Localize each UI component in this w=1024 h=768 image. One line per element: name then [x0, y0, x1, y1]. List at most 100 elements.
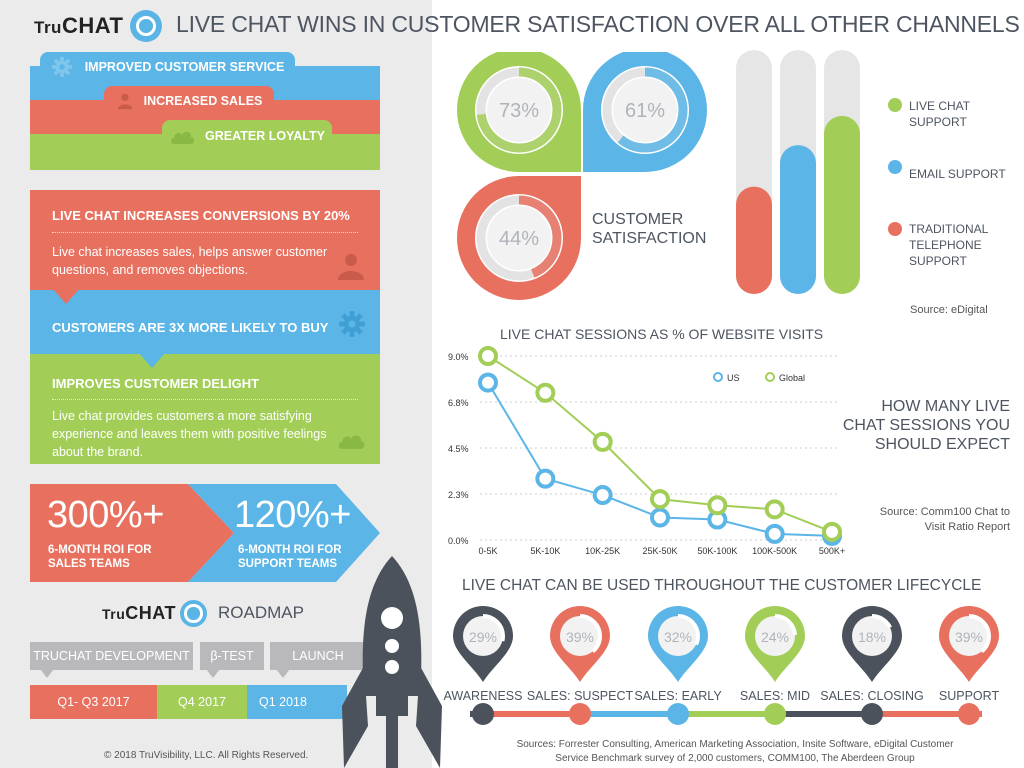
pin-inner — [658, 616, 698, 656]
y-tick-label: 9.0% — [448, 352, 469, 362]
donut-center — [613, 78, 677, 142]
satisfaction-donuts: 73% 61% 44% — [457, 52, 707, 300]
legend-telephone: TRADITIONAL TELEPHONE SUPPORT — [909, 221, 988, 269]
pin-value-label: 32% — [664, 629, 692, 645]
satisfaction-label-line: CUSTOMER — [592, 211, 684, 228]
bar-traditional-telephone-support — [736, 186, 772, 294]
data-point-global — [764, 499, 785, 520]
buy-panel — [30, 290, 380, 354]
sources-line: Service Benchmark survey of 2,000 custom… — [555, 753, 915, 764]
buy-heading: CUSTOMERS ARE 3X MORE LIKELY TO BUY — [52, 320, 329, 335]
logo-tru: Tru — [34, 18, 62, 37]
roadmap-phase: TRUCHAT DEVELOPMENT — [30, 642, 193, 670]
stage-dot — [569, 703, 591, 725]
bar-live-chat-support — [824, 115, 860, 294]
logo-chat: CHAT — [125, 603, 176, 623]
legend-marker — [713, 372, 723, 382]
banner-label: INCREASED SALES — [143, 94, 263, 108]
stage-label: SUPPORT — [939, 689, 1000, 703]
logo-chat: CHAT — [61, 13, 124, 38]
bar-email-support — [780, 145, 816, 294]
lifecycle-sources: Sources: Forrester Consulting, American … — [450, 738, 1020, 766]
rocket-icon — [342, 556, 442, 768]
roadmap-period: Q4 2017 — [157, 685, 247, 719]
tab-pointer — [206, 669, 220, 678]
satisfaction-source: Source: eDigital — [910, 304, 988, 316]
stage-label: AWARENESS — [444, 689, 523, 703]
y-tick-label: 6.8% — [448, 398, 469, 408]
person-icon — [338, 254, 364, 280]
cloud-icon — [171, 131, 195, 144]
sources-line: Sources: Forrester Consulting, American … — [516, 739, 954, 750]
tab-pointer — [276, 669, 290, 678]
banner-greater-loyalty: GREATER LOYALTY — [162, 120, 332, 152]
divider — [52, 399, 358, 400]
delight-body: Live chat provides customers a more sati… — [52, 409, 327, 459]
conversions-body: Live chat increases sales, helps answer … — [52, 245, 328, 277]
roi-label-support: 6-MONTH ROI FOR SUPPORT TEAMS — [238, 544, 342, 570]
pin-value-label: 29% — [469, 629, 497, 645]
legend-email: EMAIL SUPPORT — [909, 166, 1006, 182]
pin-value-arc — [947, 614, 991, 658]
data-point-us — [764, 523, 785, 544]
line-chart-title: LIVE CHAT SESSIONS AS % OF WEBSITE VISIT… — [500, 326, 824, 342]
truchat-logo: TruCHAT — [102, 603, 176, 624]
donut-value-label: 61% — [625, 100, 665, 122]
sessions-source-line: Source: Comm100 Chat to — [879, 506, 1010, 518]
data-point-global — [478, 346, 498, 366]
delight-panel — [30, 354, 380, 464]
legend-label: Global — [779, 373, 805, 383]
donut-value-label: 44% — [499, 228, 539, 250]
x-tick-label: 100K-500K — [752, 546, 797, 556]
legend-line: SUPPORT — [909, 254, 967, 268]
legend-marker — [765, 372, 775, 382]
pin-inner — [755, 616, 795, 656]
pin-inner — [949, 616, 989, 656]
lifecycle-chart: 29% AWARENESS 39% SALES: SUSPECT 32% SALES: E… — [444, 605, 1000, 725]
sessions-heading-line: HOW MANY LIVE — [881, 398, 1010, 415]
roi-label-sales: 6-MONTH ROI FOR SALES TEAMS — [48, 544, 152, 570]
banner-label: GREATER LOYALTY — [205, 129, 325, 143]
pin-value-arc — [461, 614, 505, 658]
banner-label: IMPROVED CUSTOMER SERVICE — [84, 60, 285, 74]
pointer-arrow — [52, 288, 80, 304]
satisfaction-bars — [736, 50, 860, 294]
stage-label: SALES: SUSPECT — [527, 689, 634, 703]
roi-arrow-sales — [30, 484, 234, 582]
legend-line: SUPPORT — [909, 115, 967, 129]
x-tick-label: 10K-25K — [585, 546, 620, 556]
donut-center — [487, 206, 551, 270]
delight-heading: IMPROVES CUSTOMER DELIGHT — [52, 376, 260, 391]
stage-dot — [667, 703, 689, 725]
pin-value-arc — [850, 614, 894, 658]
banner-increased-sales: INCREASED SALES — [104, 86, 274, 116]
cloud-icon — [338, 435, 365, 449]
tab-pointer — [40, 669, 54, 678]
sessions-heading-line: CHAT SESSIONS YOU — [842, 417, 1010, 434]
gear-icon — [339, 311, 365, 337]
donut-value-arc — [602, 67, 688, 153]
x-tick-label: 50K-100K — [697, 546, 737, 556]
roi-value-support: 120%+ — [234, 494, 351, 536]
sessions-heading-line: SHOULD EXPECT — [874, 436, 1010, 453]
pointer-arrow — [138, 352, 166, 368]
data-point-us — [650, 507, 670, 528]
roi-arrows — [30, 484, 380, 582]
sessions-heading: HOW MANY LIVE CHAT SESSIONS YOU SHOULD E… — [820, 397, 1010, 454]
divider — [52, 232, 358, 233]
donut-center — [487, 78, 551, 142]
pin-value-label: 18% — [858, 629, 886, 645]
x-tick-label: 0-5K — [478, 546, 497, 556]
data-point-us — [592, 485, 613, 506]
line-chart: 0.0% 2.3% 4.5% 6.8% 9.0% 0-5K 5K-10K 10K-25K 25K… — [448, 346, 845, 556]
truchat-logo: TruCHAT — [34, 13, 123, 39]
satisfaction-label-line: SATISFACTION — [592, 230, 707, 247]
chat-bubble-logo-icon — [130, 10, 162, 42]
stage-label: SALES: CLOSING — [820, 689, 924, 703]
roadmap-phase: β-TEST — [200, 642, 264, 670]
data-point-global — [650, 489, 670, 510]
copyright: © 2018 TruVisibility, LLC. All Rights Re… — [104, 750, 309, 761]
page-title: LIVE CHAT WINS IN CUSTOMER SATISFACTION … — [176, 11, 1020, 37]
y-tick-label: 0.0% — [448, 536, 469, 546]
stage-dot — [861, 703, 883, 725]
